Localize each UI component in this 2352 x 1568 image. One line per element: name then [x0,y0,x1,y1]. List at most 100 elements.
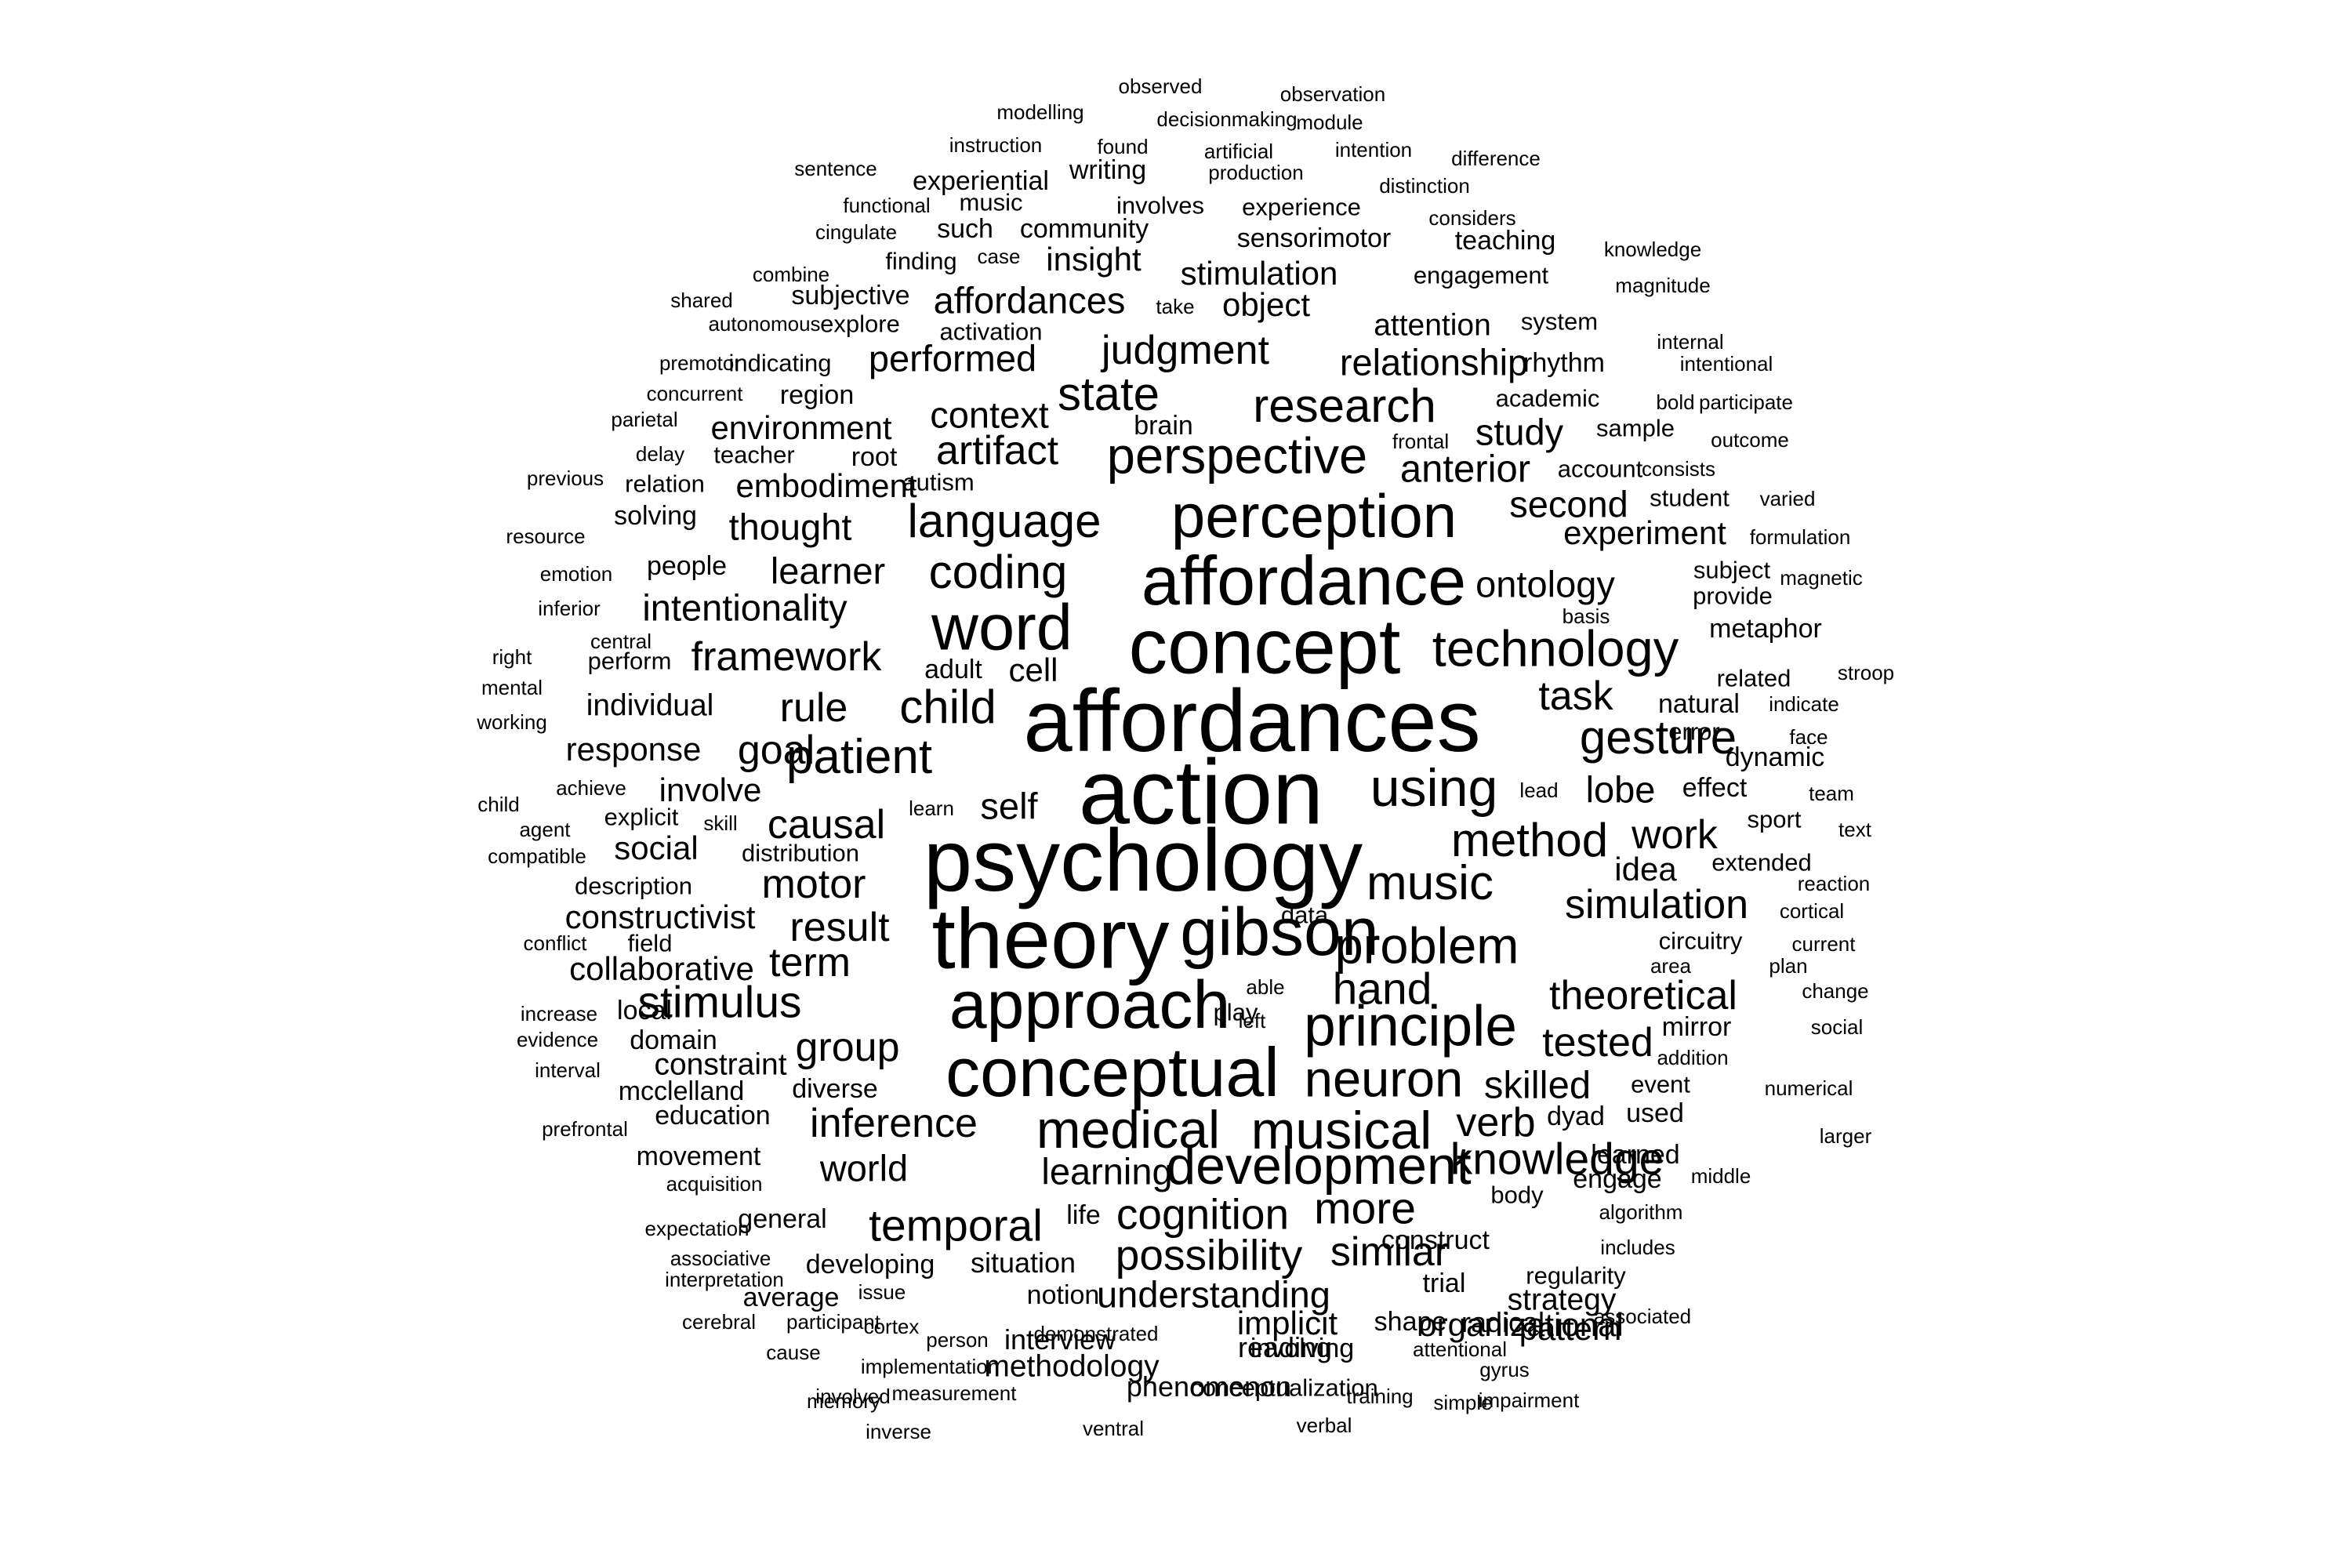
word-relation: relation [625,470,705,498]
word-musical: musical [1250,1101,1432,1160]
word-delay: delay [635,442,685,466]
word-technology: technology [1432,619,1679,677]
word-data: data [1280,901,1329,929]
word-basis: basis [1562,604,1610,628]
word-demonstrated: demonstrated [1033,1322,1159,1345]
word-using: using [1370,758,1498,818]
word-domain: domain [630,1025,717,1055]
word-evidence: evidence [516,1028,599,1051]
word-text: text [1838,818,1871,841]
word-similar: similar [1330,1229,1449,1275]
word-student: student [1650,484,1730,512]
word-possibility: possibility [1115,1230,1303,1279]
word-shared: shared [670,289,733,312]
word-formulation: formulation [1749,525,1851,549]
word-inferior: inferior [538,597,601,620]
word-diverse: diverse [792,1074,878,1104]
word-mirror: mirror [1661,1012,1732,1042]
word-gibson: gibson [1180,895,1379,970]
word-action: action [1078,740,1324,844]
word-local: local [617,996,672,1025]
word-affordances: affordances [1023,672,1481,770]
word-theory: theory [931,891,1170,987]
word-field: field [627,929,673,957]
word-pattern: pattern [1519,1310,1622,1347]
word-goal: goal [737,728,815,773]
word-rhythm: rhythm [1523,348,1605,378]
word-distribution: distribution [742,839,859,867]
word-interview: interview [1004,1323,1116,1356]
word-psychology: psychology [923,811,1363,909]
word-found: found [1097,135,1149,158]
word-individual: individual [586,688,714,723]
word-knowledge: knowledge [1603,238,1702,261]
word-ontology: ontology [1475,563,1615,605]
word-principle: principle [1304,994,1517,1058]
word-music: music [959,188,1023,216]
word-parietal: parietal [611,408,678,431]
word-acquisition: acquisition [666,1172,763,1196]
word-finding: finding [885,247,957,275]
word-sample: sample [1596,414,1675,442]
word-perception: perception [1171,481,1457,550]
word-agent: agent [519,818,571,841]
word-circuitry: circuitry [1658,927,1743,955]
word-development: development [1166,1136,1472,1196]
word-participate: participate [1699,390,1793,414]
word-bold: bold [1656,390,1695,414]
word-compatible: compatible [488,844,586,868]
word-inference: inference [810,1101,978,1146]
word-rule: rule [779,685,848,731]
word-involved: involved [815,1385,891,1408]
word-system: system [1520,307,1599,336]
word-right: right [492,645,532,669]
word-take: take [1156,295,1195,318]
word-prefrontal: prefrontal [542,1117,628,1141]
word-constraint: constraint [654,1047,787,1082]
word-temporal: temporal [869,1200,1043,1251]
word-adult: adult [924,655,982,684]
word-thought: thought [728,506,852,548]
word-middle: middle [1690,1164,1751,1188]
word-larger: larger [1819,1124,1872,1148]
word-attention: attention [1374,308,1491,343]
word-child: child [477,793,520,816]
word-social: social [1810,1015,1864,1039]
word-reaction: reaction [1797,872,1871,895]
word-autonomous: autonomous [708,312,821,336]
word-brain: brain [1134,411,1193,441]
word-lobe: lobe [1585,768,1656,811]
word-verbal: verbal [1296,1414,1352,1437]
word-current: current [1791,932,1856,956]
word-plan: plan [1769,954,1808,978]
word-intention: intention [1334,138,1413,162]
word-problem: problem [1334,916,1519,975]
word-combine: combine [752,263,830,286]
word-account: account [1557,455,1643,483]
word-conceptual: conceptual [946,1033,1279,1111]
word-implicit: implicit [1236,1305,1338,1341]
word-cerebral: cerebral [682,1310,756,1334]
word-varied: varied [1759,487,1816,510]
word-word: word [931,590,1073,664]
word-idea: idea [1614,851,1677,887]
word-work: work [1632,812,1718,858]
word-teaching: teaching [1454,226,1556,256]
word-magnetic: magnetic [1780,566,1863,590]
word-measurement: measurement [891,1381,1017,1405]
word-artifact: artifact [935,428,1059,474]
word-working: working [477,710,547,734]
word-central: central [590,630,652,653]
word-motor: motor [761,862,866,907]
word-tested: tested [1542,1020,1653,1065]
word-indicating: indicating [728,349,832,377]
word-life: life [1066,1200,1101,1230]
word-conflict: conflict [523,931,587,955]
word-environment: environment [710,409,892,446]
word-notion: notion [1026,1280,1100,1310]
word-self: self [980,785,1038,827]
word-world: world [819,1147,909,1189]
word-team: team [1809,782,1854,805]
word-such: such [937,214,993,244]
